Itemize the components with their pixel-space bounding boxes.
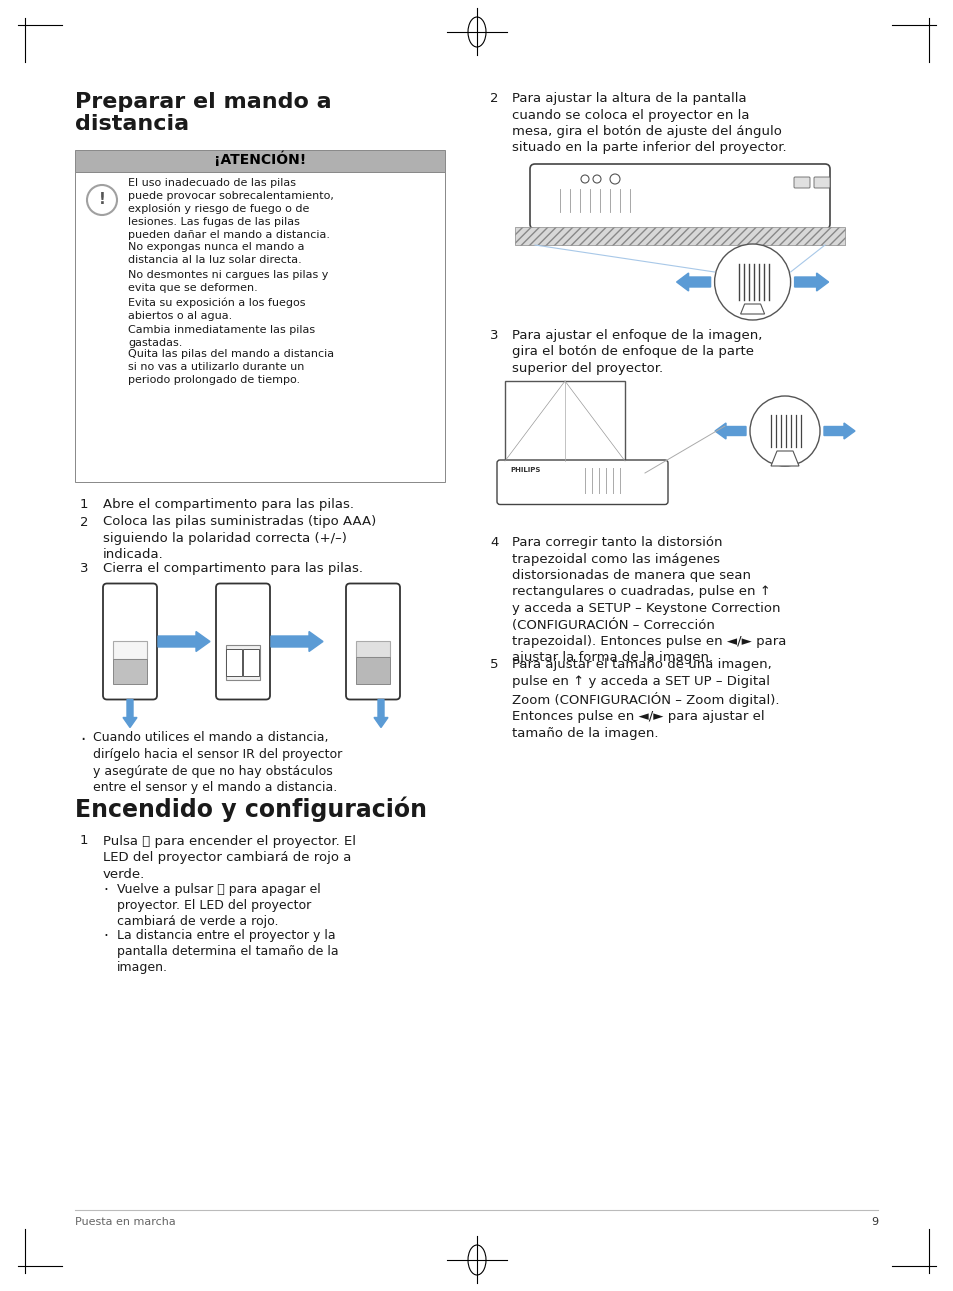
Text: Quita las pilas del mando a distancia
si no vas a utilizarlo durante un
periodo : Quita las pilas del mando a distancia si…: [128, 349, 334, 385]
Text: Vuelve a pulsar ⏻ para apagar el
proyector. El LED del proyector
cambiará de ver: Vuelve a pulsar ⏻ para apagar el proyect…: [117, 883, 320, 928]
FancyArrow shape: [374, 700, 388, 728]
Circle shape: [749, 396, 820, 466]
Text: 3: 3: [490, 329, 498, 342]
Text: 1: 1: [80, 834, 89, 847]
Text: Preparar el mando a: Preparar el mando a: [75, 92, 332, 112]
Text: 9: 9: [870, 1217, 877, 1226]
Text: 4: 4: [490, 536, 497, 549]
FancyBboxPatch shape: [103, 584, 157, 700]
Text: Cuando utilices el mando a distancia,
dirígelo hacia el sensor IR del proyector
: Cuando utilices el mando a distancia, di…: [92, 732, 342, 794]
Bar: [243, 649, 259, 676]
Text: 3: 3: [80, 562, 89, 574]
Bar: [515, 227, 844, 245]
FancyArrow shape: [823, 423, 854, 439]
FancyArrow shape: [794, 272, 828, 290]
FancyBboxPatch shape: [215, 584, 270, 700]
Text: Para corregir tanto la distorsión
trapezoidal como las imágenes
distorsionadas d: Para corregir tanto la distorsión trapez…: [512, 536, 785, 665]
Text: Coloca las pilas suministradas (tipo AAA)
siguiendo la polaridad correcta (+/–)
: Coloca las pilas suministradas (tipo AAA…: [103, 515, 375, 562]
Text: Para ajustar la altura de la pantalla
cuando se coloca el proyector en la
mesa, : Para ajustar la altura de la pantalla cu…: [512, 92, 786, 155]
Text: 1: 1: [80, 498, 89, 511]
Text: ·: ·: [103, 883, 108, 897]
Text: !: !: [98, 191, 106, 207]
Text: No expongas nunca el mando a
distancia al la luz solar directa.: No expongas nunca el mando a distancia a…: [128, 241, 304, 265]
Bar: [226, 644, 260, 680]
Text: Abre el compartimento para las pilas.: Abre el compartimento para las pilas.: [103, 498, 354, 511]
Bar: [355, 640, 390, 657]
Text: ·: ·: [80, 732, 85, 750]
Text: Cierra el compartimento para las pilas.: Cierra el compartimento para las pilas.: [103, 562, 363, 574]
Text: +: +: [231, 657, 238, 667]
Polygon shape: [740, 303, 763, 314]
Text: 2: 2: [80, 515, 89, 528]
Text: Para ajustar el enfoque de la imagen,
gira el botón de enfoque de la parte
super: Para ajustar el enfoque de la imagen, gi…: [512, 329, 761, 374]
FancyBboxPatch shape: [530, 164, 829, 229]
FancyArrow shape: [158, 631, 210, 652]
Text: ¡ATENCIÓN!: ¡ATENCIÓN!: [213, 151, 306, 167]
Text: ·: ·: [103, 928, 108, 944]
FancyBboxPatch shape: [346, 584, 399, 700]
Text: –: –: [249, 661, 254, 671]
Text: Cambia inmediatamente las pilas
gastadas.: Cambia inmediatamente las pilas gastadas…: [128, 325, 314, 347]
FancyArrow shape: [271, 631, 323, 652]
FancyArrow shape: [676, 272, 710, 290]
Bar: [226, 649, 242, 676]
Bar: [355, 657, 390, 684]
Text: Evita su exposición a los fuegos
abiertos o al agua.: Evita su exposición a los fuegos abierto…: [128, 298, 305, 321]
Bar: [75, 150, 444, 172]
FancyArrow shape: [123, 700, 137, 728]
Text: No desmontes ni cargues las pilas y
evita que se deformen.: No desmontes ni cargues las pilas y evit…: [128, 270, 328, 293]
FancyArrow shape: [714, 423, 745, 439]
Text: 5: 5: [490, 658, 498, 671]
Bar: [112, 640, 147, 658]
Bar: [112, 658, 147, 684]
Text: 2: 2: [490, 92, 498, 105]
Text: PHILIPS: PHILIPS: [510, 467, 539, 473]
Bar: [504, 381, 624, 461]
Polygon shape: [770, 451, 799, 466]
Text: Pulsa ⏻ para encender el proyector. El
LED del proyector cambiará de rojo a
verd: Pulsa ⏻ para encender el proyector. El L…: [103, 834, 355, 880]
FancyBboxPatch shape: [497, 460, 667, 505]
Text: Puesta en marcha: Puesta en marcha: [75, 1217, 175, 1226]
Text: La distancia entre el proyector y la
pantalla determina el tamaño de la
imagen.: La distancia entre el proyector y la pan…: [117, 928, 338, 975]
Bar: [75, 172, 444, 482]
FancyBboxPatch shape: [793, 177, 809, 188]
Text: distancia: distancia: [75, 114, 189, 134]
Text: Encendido y configuración: Encendido y configuración: [75, 797, 427, 822]
Text: Para ajustar el tamaño de una imagen,
pulse en ↑ y acceda a SET UP – Digital
Zoo: Para ajustar el tamaño de una imagen, pu…: [512, 658, 779, 740]
FancyBboxPatch shape: [813, 177, 829, 188]
Text: El uso inadecuado de las pilas
puede provocar sobrecalentamiento,
explosión y ri: El uso inadecuado de las pilas puede pro…: [128, 178, 334, 240]
Circle shape: [714, 244, 790, 320]
